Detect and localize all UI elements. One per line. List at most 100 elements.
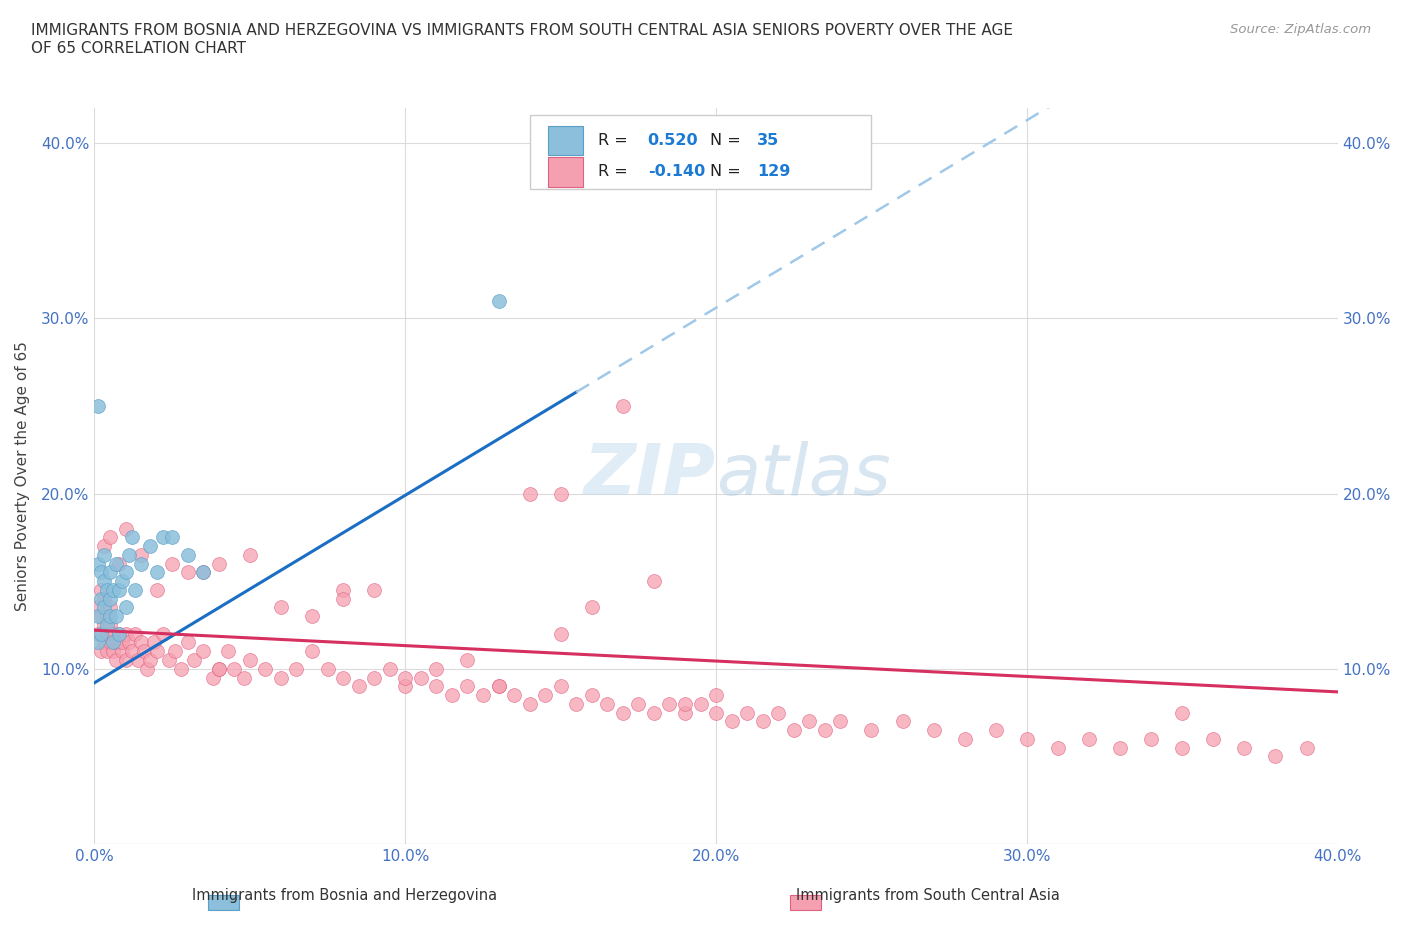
Point [239, 548, 262, 563]
Point [177, 548, 200, 563]
Point [814, 723, 837, 737]
Point [101, 626, 124, 641]
Point [121, 530, 143, 545]
Point [98, 600, 121, 615]
Point [96, 618, 118, 632]
Point [550, 679, 572, 694]
Text: R =: R = [598, 165, 633, 179]
Point [1202, 731, 1225, 746]
Point [114, 565, 136, 579]
Point [193, 644, 215, 658]
Point [232, 671, 254, 685]
Point [96, 582, 118, 597]
Point [1015, 731, 1038, 746]
Point [217, 644, 239, 658]
Point [124, 582, 146, 597]
Point [1233, 740, 1256, 755]
Point [160, 530, 183, 545]
Point [90, 582, 112, 597]
Point [142, 635, 165, 650]
Point [472, 687, 495, 702]
Point [799, 714, 821, 729]
Point [658, 697, 681, 711]
Point [488, 679, 510, 694]
Point [165, 644, 187, 658]
Point [201, 671, 224, 685]
Point [177, 635, 200, 650]
Point [96, 626, 118, 641]
Point [488, 679, 510, 694]
Text: N =: N = [710, 165, 745, 179]
Point [93, 618, 115, 632]
Point [394, 679, 416, 694]
Point [108, 556, 131, 571]
Point [735, 705, 758, 720]
Point [783, 723, 806, 737]
Point [98, 530, 121, 545]
Point [193, 565, 215, 579]
Point [129, 548, 152, 563]
Point [689, 697, 711, 711]
Point [127, 653, 149, 668]
Point [425, 679, 447, 694]
Point [1140, 731, 1163, 746]
Point [145, 644, 167, 658]
Point [145, 582, 167, 597]
Point [90, 565, 112, 579]
Point [270, 600, 292, 615]
Point [93, 538, 115, 553]
Point [581, 687, 603, 702]
Point [170, 661, 193, 676]
Point [643, 705, 665, 720]
Point [596, 697, 619, 711]
Point [86, 626, 108, 641]
Point [86, 600, 108, 615]
Point [124, 626, 146, 641]
Point [111, 574, 134, 589]
Point [1109, 740, 1132, 755]
Point [612, 705, 634, 720]
Y-axis label: Seniors Poverty Over the Age of 65: Seniors Poverty Over the Age of 65 [15, 341, 30, 611]
Point [830, 714, 852, 729]
Point [134, 644, 156, 658]
Text: R =: R = [598, 133, 633, 148]
Text: N =: N = [710, 133, 745, 148]
Point [108, 626, 131, 641]
Point [160, 556, 183, 571]
Point [673, 705, 696, 720]
Point [98, 618, 121, 632]
Point [121, 644, 143, 658]
Point [673, 697, 696, 711]
Point [101, 635, 124, 650]
Point [105, 635, 128, 650]
Point [86, 398, 108, 413]
Point [1295, 740, 1317, 755]
Point [643, 574, 665, 589]
Point [550, 626, 572, 641]
Point [114, 653, 136, 668]
Point [108, 626, 131, 641]
Point [96, 609, 118, 624]
Text: atlas: atlas [716, 442, 890, 511]
Point [108, 635, 131, 650]
Point [1264, 749, 1286, 764]
Point [456, 653, 478, 668]
Point [111, 644, 134, 658]
Text: -0.140: -0.140 [648, 165, 704, 179]
Point [301, 609, 323, 624]
Point [86, 635, 108, 650]
Point [332, 671, 354, 685]
Point [456, 679, 478, 694]
Text: 35: 35 [756, 133, 779, 148]
Point [565, 697, 588, 711]
Point [90, 591, 112, 606]
Point [152, 530, 174, 545]
Point [332, 582, 354, 597]
Point [1046, 740, 1069, 755]
Point [627, 697, 650, 711]
Point [285, 661, 308, 676]
Text: Immigrants from Bosnia and Herzegovina: Immigrants from Bosnia and Herzegovina [191, 888, 498, 903]
Point [534, 687, 557, 702]
Point [224, 661, 246, 676]
Text: IMMIGRANTS FROM BOSNIA AND HERZEGOVINA VS IMMIGRANTS FROM SOUTH CENTRAL ASIA SEN: IMMIGRANTS FROM BOSNIA AND HERZEGOVINA V… [31, 23, 1012, 56]
